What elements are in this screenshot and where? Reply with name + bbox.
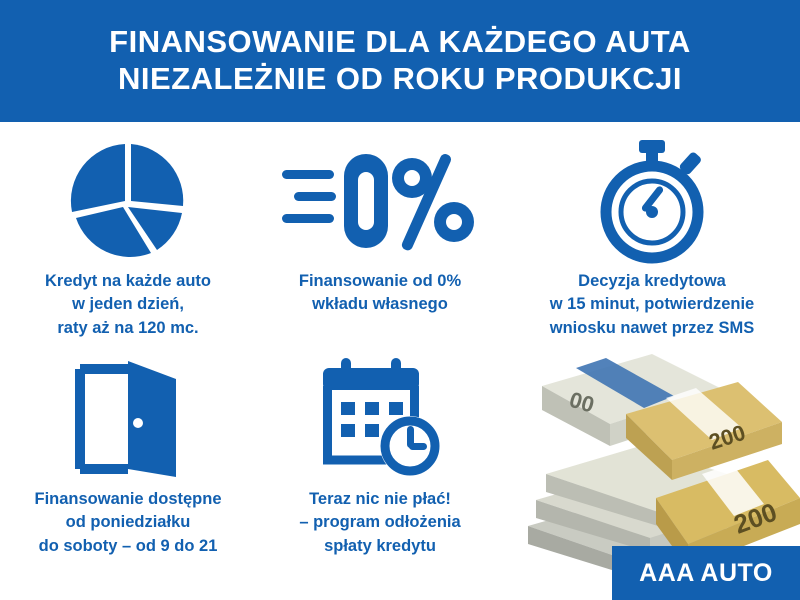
feature-item-deferred-payment: Teraz nic nie płać! – program odłożenia … [254, 354, 506, 558]
feature-item-opening-hours: Finansowanie dostępne od poniedziałku do… [2, 354, 254, 558]
feature-caption: Finansowanie od 0% wkładu własnego [298, 272, 462, 314]
open-door-icon [2, 354, 254, 484]
feature-caption: Kredyt na każde auto w jeden dzień, raty… [45, 272, 211, 337]
zero-percent-icon [254, 136, 506, 266]
stopwatch-icon [506, 136, 798, 266]
feature-item-zero-percent: Finansowanie od 0% wkładu własnego [254, 136, 506, 317]
feature-caption: Decyzja kredytowa w 15 minut, potwierdze… [549, 272, 755, 337]
logo-text: AAA AUTO [639, 558, 773, 587]
feature-caption: Finansowanie dostępne od poniedziałku do… [34, 490, 222, 555]
header-title-line2: NIEZALEŻNIE OD ROKU PRODUKCJI [118, 61, 682, 96]
feature-item-decision-time: Decyzja kredytowa w 15 minut, potwierdze… [506, 136, 798, 340]
aaa-auto-logo: AAA AUTO [612, 546, 800, 600]
pie-chart-icon [2, 136, 254, 266]
feature-item-credit: Kredyt na każde auto w jeden dzień, raty… [2, 136, 254, 340]
feature-caption: Teraz nic nie płać! – program odłożenia … [299, 490, 461, 555]
header-title-line1: FINANSOWANIE DLA KAŻDEGO AUTA [109, 24, 691, 60]
banknote-stacks-image: 200 00 200 [506, 348, 800, 600]
features-grid: Kredyt na każde auto w jeden dzień, raty… [0, 122, 800, 600]
header-banner: FINANSOWANIE DLA KAŻDEGO AUTA NIEZALEŻNI… [0, 0, 800, 122]
calendar-clock-icon [254, 354, 506, 484]
